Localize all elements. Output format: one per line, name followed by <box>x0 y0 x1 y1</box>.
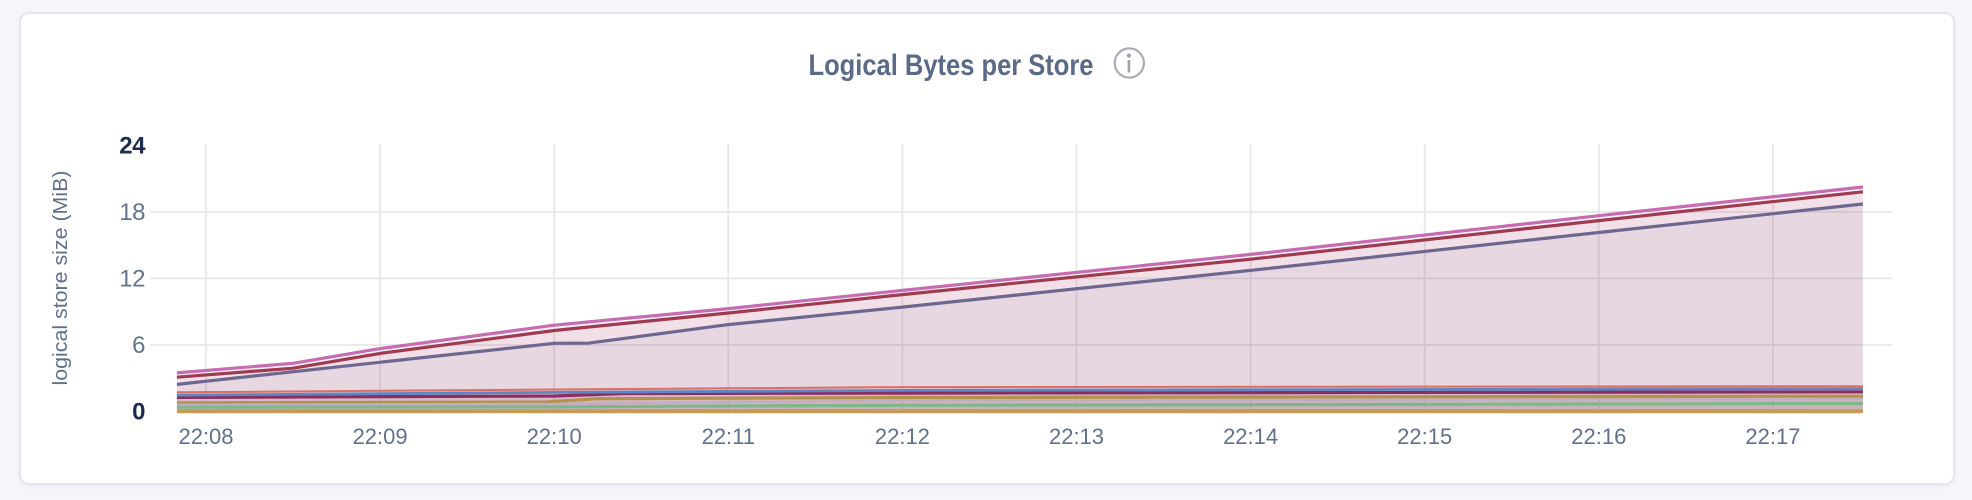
svg-text:22:17: 22:17 <box>1745 424 1800 449</box>
svg-text:logical store size (MiB): logical store size (MiB) <box>50 171 72 386</box>
svg-text:12: 12 <box>119 265 145 292</box>
svg-text:22:09: 22:09 <box>353 424 408 449</box>
svg-text:18: 18 <box>119 199 145 226</box>
svg-text:22:13: 22:13 <box>1049 424 1104 449</box>
svg-text:24: 24 <box>119 132 146 159</box>
svg-text:22:10: 22:10 <box>527 424 582 449</box>
svg-text:Logical Bytes per Store: Logical Bytes per Store <box>809 49 1094 82</box>
svg-text:22:16: 22:16 <box>1571 424 1626 449</box>
svg-text:22:12: 22:12 <box>875 424 930 449</box>
svg-text:6: 6 <box>132 332 145 359</box>
svg-text:22:15: 22:15 <box>1397 424 1452 449</box>
svg-text:22:08: 22:08 <box>178 424 233 449</box>
svg-text:22:11: 22:11 <box>702 424 755 449</box>
svg-text:0: 0 <box>132 399 145 426</box>
svg-text:22:14: 22:14 <box>1223 424 1278 449</box>
